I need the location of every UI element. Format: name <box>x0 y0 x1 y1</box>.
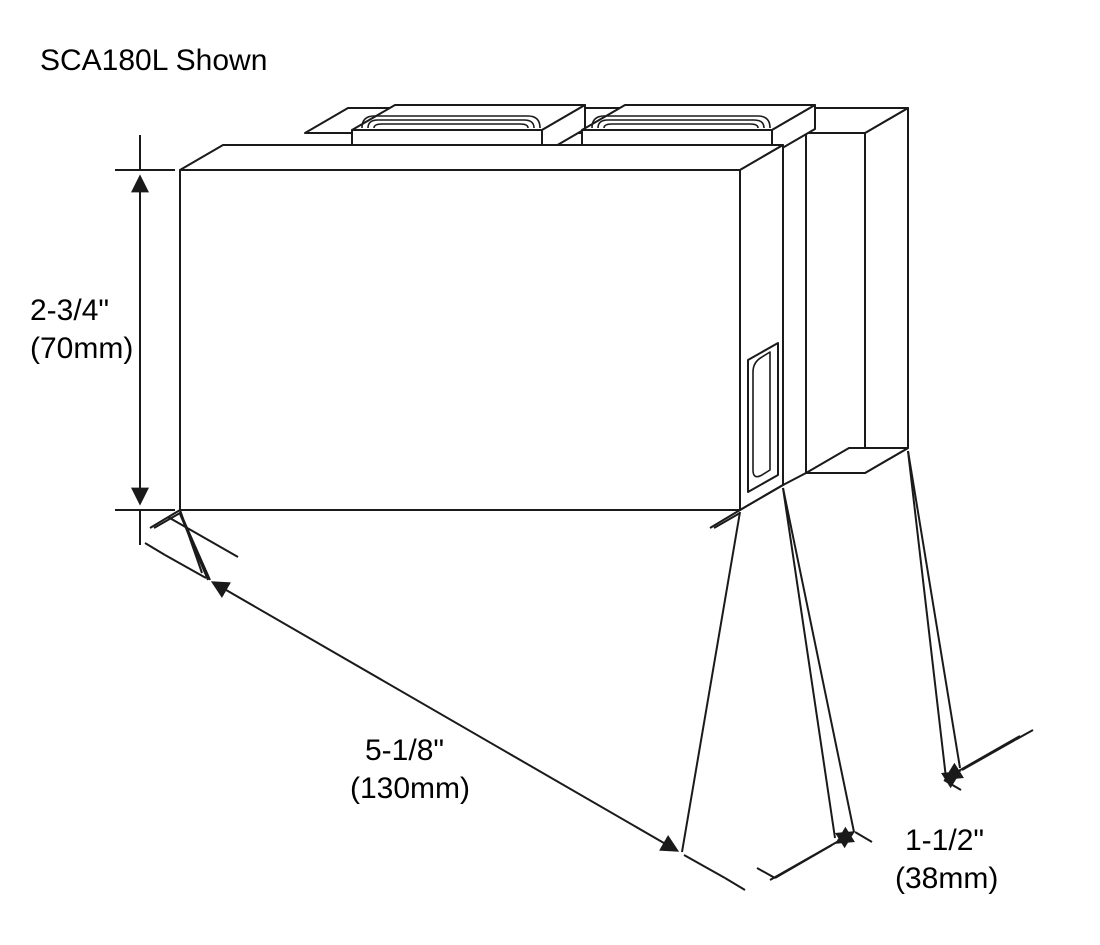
dimension-depth-imperial: 1-1/2" <box>905 824 984 857</box>
technical-drawing: SCA180L Shown <box>0 0 1100 945</box>
side-slot <box>748 343 778 492</box>
dimension-depth-clean <box>740 512 1033 878</box>
dimension-length-metric: (130mm) <box>350 772 470 805</box>
dimension-length-imperial: 5-1/8" <box>365 734 444 767</box>
dimension-depth <box>783 451 960 838</box>
dimension-depth-metric: (38mm) <box>895 862 998 895</box>
dimension-length-clean <box>154 513 740 568</box>
dimension-height-imperial: 2-3/4" <box>30 294 109 327</box>
witness-final <box>180 451 946 852</box>
diagram-title: SCA180L Shown <box>40 44 267 77</box>
dimension-length <box>145 448 958 890</box>
dimension-depth-final <box>770 736 1020 880</box>
front-block <box>180 145 783 510</box>
dimension-height-metric: (70mm) <box>30 332 133 365</box>
